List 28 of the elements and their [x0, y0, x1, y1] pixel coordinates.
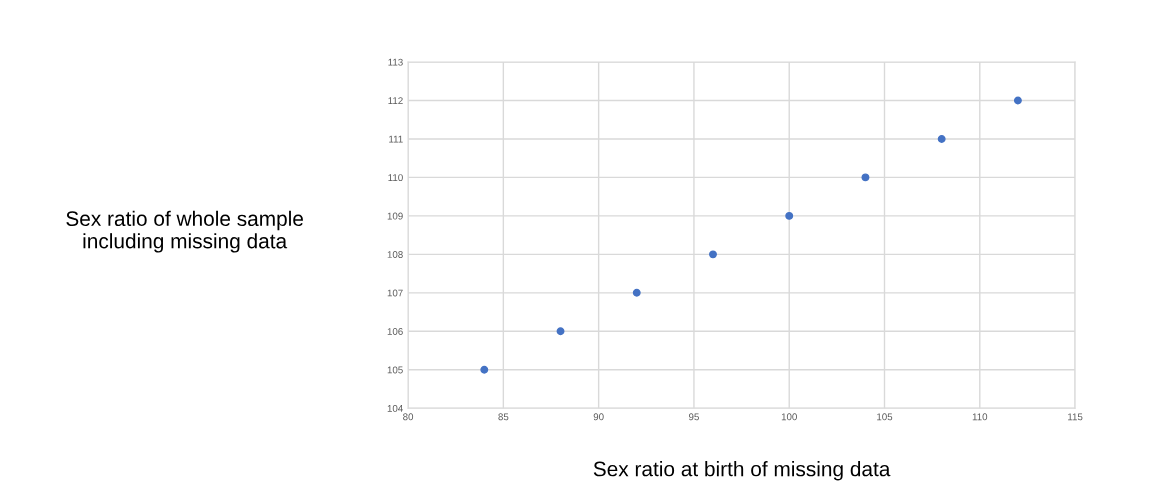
x-tick-label: 95 [688, 413, 699, 421]
y-tick-label: 104 [387, 404, 403, 412]
x-tick-label: 80 [403, 413, 414, 421]
x-tick-label: 100 [781, 413, 797, 421]
x-tick-label: 115 [1068, 413, 1083, 421]
y-tick-label: 110 [388, 174, 403, 182]
y-tick-label: 107 [387, 289, 403, 297]
point [1013, 96, 1022, 105]
y-axis-title: Sex ratio of whole sample including missing data [66, 210, 303, 253]
y-tick-label: 109 [387, 212, 403, 220]
point [556, 327, 565, 336]
point [937, 134, 946, 143]
point [632, 288, 641, 297]
y-tick-label: 111 [389, 135, 403, 143]
point [709, 250, 717, 259]
y-tick-label: 106 [387, 328, 403, 335]
y-tick-label: 105 [387, 366, 403, 374]
y-tick-label: 108 [387, 251, 403, 258]
y-tick-label: 112 [388, 97, 403, 104]
x-tick-label: 85 [498, 413, 509, 421]
x-axis-title: Sex ratio at birth of missing data [593, 461, 891, 481]
x-tick-label: 110 [972, 413, 988, 421]
y-tick-label: 113 [388, 58, 403, 66]
point [861, 173, 870, 182]
x-tick-label: 90 [593, 413, 604, 421]
point [480, 365, 489, 374]
point [785, 211, 794, 220]
x-tick-label: 105 [877, 413, 893, 421]
